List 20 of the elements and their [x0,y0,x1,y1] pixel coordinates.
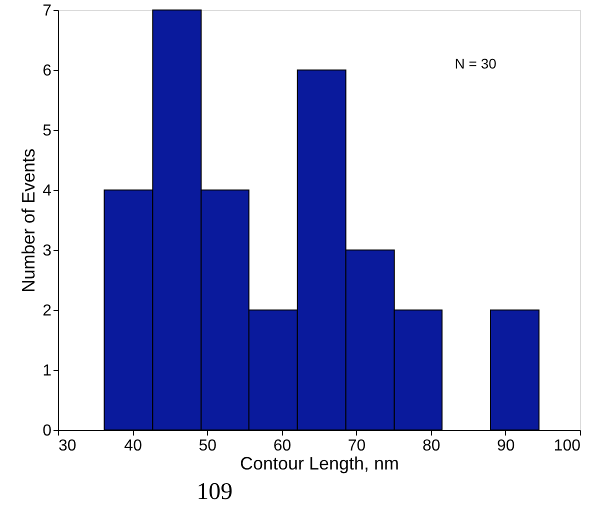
x-tick-label: 60 [273,438,292,454]
y-axis-title: Number of Events [18,148,39,293]
y-tick-label: 1 [42,362,52,380]
x-tick-label: 100 [554,438,581,454]
y-tick-label: 6 [42,62,52,80]
x-tick-label: 50 [198,438,217,454]
x-tick-label: 80 [422,438,440,454]
x-axis-title: Contour Length, nm [240,454,400,474]
annotation: N = 30 [454,56,497,72]
y-tick-label: 2 [42,302,52,320]
y-tick-label: 5 [42,122,52,140]
y-tick-label: 7 [42,2,52,20]
x-tick-label: 90 [497,438,515,454]
x-tick-label: 70 [348,438,366,454]
x-tick-label: 30 [58,438,76,454]
y-tick-label: 0 [42,422,52,440]
y-tick-label: 4 [42,182,52,200]
y-tick-label: 3 [42,242,52,260]
text: 109 [196,479,233,505]
x-tick-label: 40 [124,438,142,454]
